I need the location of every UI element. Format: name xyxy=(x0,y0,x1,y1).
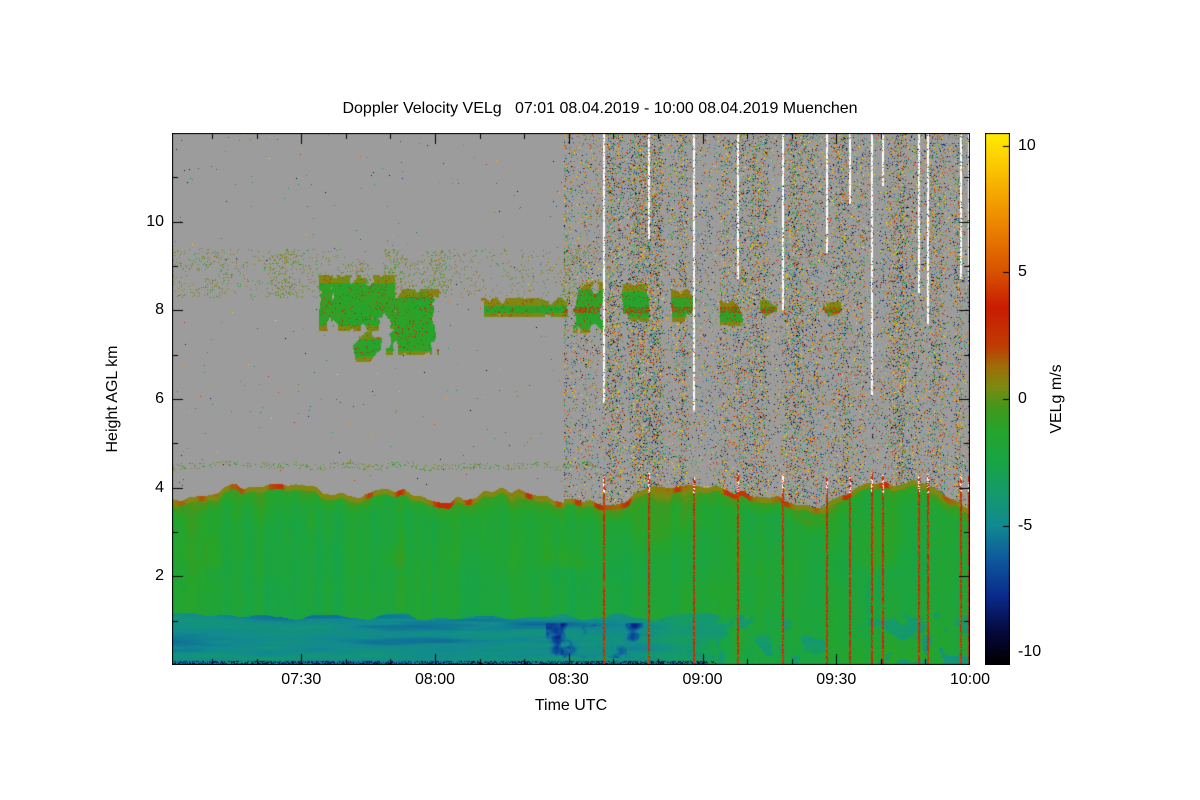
colorbar-tick-label: 0 xyxy=(1018,390,1027,407)
y-tick-label: 8 xyxy=(155,301,164,319)
x-axis-label: Time UTC xyxy=(534,697,608,714)
colorbar-tick-label: 10 xyxy=(1018,136,1036,154)
colorbar-tick-label: -5 xyxy=(1018,516,1033,534)
colorbar xyxy=(985,133,1010,665)
x-tick-label: 08:30 xyxy=(548,671,589,688)
x-tick-label: 07:30 xyxy=(281,671,322,688)
heatmap-canvas xyxy=(172,133,970,665)
x-tick-label: 09:00 xyxy=(682,671,723,688)
x-tick-label: 10:00 xyxy=(949,671,991,688)
colorbar-tick-label: 5 xyxy=(1018,263,1027,281)
colorbar-label: VELg m/s xyxy=(1048,364,1065,434)
y-tick-label: 2 xyxy=(155,567,164,585)
y-tick-label: 6 xyxy=(155,390,164,407)
colorbar-tick-label: -10 xyxy=(1018,643,1042,661)
y-tick-label: 4 xyxy=(155,478,164,496)
x-tick-label: 09:30 xyxy=(816,671,857,688)
y-tick-label: 10 xyxy=(146,212,164,230)
x-tick-label: 08:00 xyxy=(414,671,456,688)
chart-title: Doppler Velocity VELg 07:01 08.04.2019 -… xyxy=(342,100,858,117)
